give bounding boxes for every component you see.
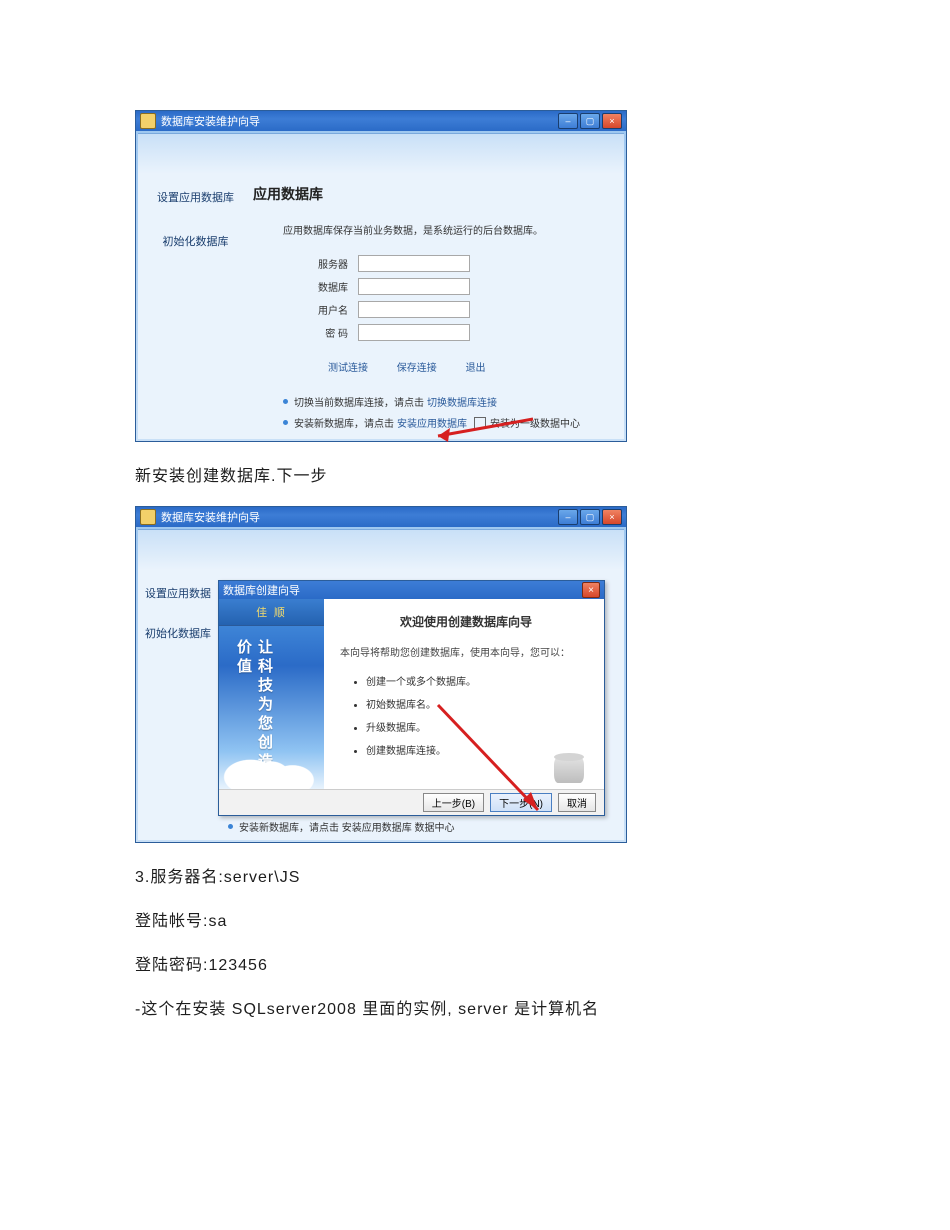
close-button[interactable]: × — [602, 113, 622, 129]
doc-text-server: 3.服务器名:server\JS — [135, 863, 815, 887]
dialog-button-bar: 上一步(B) 下一步(N) 取消 — [219, 789, 604, 815]
titlebar-2[interactable]: 数据库安装维护向导 – ▢ × — [136, 507, 626, 527]
dialog-title: 数据库创建向导 — [223, 582, 300, 598]
label-server: 服务器 — [293, 256, 358, 271]
sidebar-item-init-db[interactable]: 初始化数据库 — [138, 625, 218, 641]
label-user: 用户名 — [293, 302, 358, 317]
doc-text-note: -这个在安装 SQLserver2008 里面的实例, server 是计算机名 — [135, 995, 815, 1019]
minimize-button[interactable]: – — [558, 509, 578, 525]
create-db-dialog: 数据库创建向导 × 佳 顺 让科技为您创造价值 欢迎使用创建数据库向导 本向导将… — [218, 580, 605, 816]
minimize-button[interactable]: – — [558, 113, 578, 129]
bullet-icon — [228, 824, 233, 829]
dialog-banner: 佳 顺 让科技为您创造价值 — [219, 599, 324, 789]
sidebar-item-init-db[interactable]: 初始化数据库 — [138, 233, 253, 249]
label-pwd: 密 码 — [293, 325, 358, 340]
link-switch-db[interactable]: 切换数据库连接 — [427, 394, 497, 409]
label-db: 数据库 — [293, 279, 358, 294]
input-server[interactable] — [358, 255, 470, 272]
app-icon — [140, 113, 156, 129]
app-icon — [140, 509, 156, 525]
database-icon — [554, 757, 584, 783]
sidebar-item-app-db[interactable]: 设置应用数据 — [138, 585, 218, 601]
window-title: 数据库安装维护向导 — [161, 509, 260, 525]
checkbox-top-center[interactable] — [474, 417, 486, 429]
dialog-feature-list: 创建一个或多个数据库。 初始数据库名。 升级数据库。 创建数据库连接。 — [340, 673, 592, 757]
link-test-conn[interactable]: 测试连接 — [328, 363, 368, 374]
dialog-heading: 欢迎使用创建数据库向导 — [340, 613, 592, 630]
doc-text-account: 登陆帐号:sa — [135, 907, 815, 931]
sidebar-2: 设置应用数据 初始化数据库 — [138, 530, 218, 665]
cancel-button[interactable]: 取消 — [558, 793, 596, 812]
sidebar: 设置应用数据库 初始化数据库 — [138, 134, 253, 439]
footnote-row: 安装新数据库，请点击 安装应用数据库 数据中心 — [228, 819, 614, 834]
sidebar-item-app-db[interactable]: 设置应用数据库 — [138, 189, 253, 205]
input-db[interactable] — [358, 278, 470, 295]
titlebar-1[interactable]: 数据库安装维护向导 – ▢ × — [136, 111, 626, 131]
panel-heading: 应用数据库 — [253, 154, 604, 204]
action-links: 测试连接 保存连接 退出 — [253, 359, 604, 374]
dialog-subtext: 本向导将帮助您创建数据库，使用本向导，您可以： — [340, 644, 592, 659]
bullet-icon — [283, 420, 288, 425]
link-save-conn[interactable]: 保存连接 — [397, 363, 437, 374]
window-title: 数据库安装维护向导 — [161, 113, 260, 129]
feature-item: 升级数据库。 — [366, 719, 592, 734]
dialog-close-button[interactable]: × — [582, 582, 600, 598]
panel-desc: 应用数据库保存当前业务数据，是系统运行的后台数据库。 — [253, 222, 604, 237]
bullet-icon — [283, 399, 288, 404]
clouds-decor — [219, 729, 324, 789]
link-exit[interactable]: 退出 — [466, 363, 486, 374]
doc-text-password: 登陆密码:123456 — [135, 951, 815, 975]
maximize-button[interactable]: ▢ — [580, 113, 600, 129]
close-button[interactable]: × — [602, 509, 622, 525]
input-pwd[interactable] — [358, 324, 470, 341]
hint-install-text: 安装新数据库，请点击 — [294, 415, 394, 430]
main-panel: 应用数据库 应用数据库保存当前业务数据，是系统运行的后台数据库。 服务器 数据库… — [253, 134, 624, 439]
feature-item: 初始数据库名。 — [366, 696, 592, 711]
hint-switch-text: 切换当前数据库连接，请点击 — [294, 394, 424, 409]
db-wizard-window-1: 数据库安装维护向导 – ▢ × 设置应用数据库 初始化数据库 应用数据库 应用数… — [135, 110, 627, 442]
prev-button[interactable]: 上一步(B) — [423, 793, 484, 812]
input-user[interactable] — [358, 301, 470, 318]
link-install-db[interactable]: 安装应用数据库 — [397, 415, 467, 430]
brand-logo: 佳 顺 — [219, 599, 324, 626]
footnote-text: 安装新数据库，请点击 安装应用数据库 数据中心 — [239, 819, 455, 834]
checkbox-label: 安装为一级数据中心 — [490, 415, 580, 430]
dialog-titlebar[interactable]: 数据库创建向导 × — [219, 581, 604, 599]
db-wizard-window-2: 数据库安装维护向导 – ▢ × 设置应用数据 初始化数据库 数据库创建向导 × … — [135, 506, 627, 843]
maximize-button[interactable]: ▢ — [580, 509, 600, 525]
doc-text-step: 新安装创建数据库.下一步 — [135, 462, 815, 486]
next-button[interactable]: 下一步(N) — [490, 793, 552, 812]
feature-item: 创建一个或多个数据库。 — [366, 673, 592, 688]
